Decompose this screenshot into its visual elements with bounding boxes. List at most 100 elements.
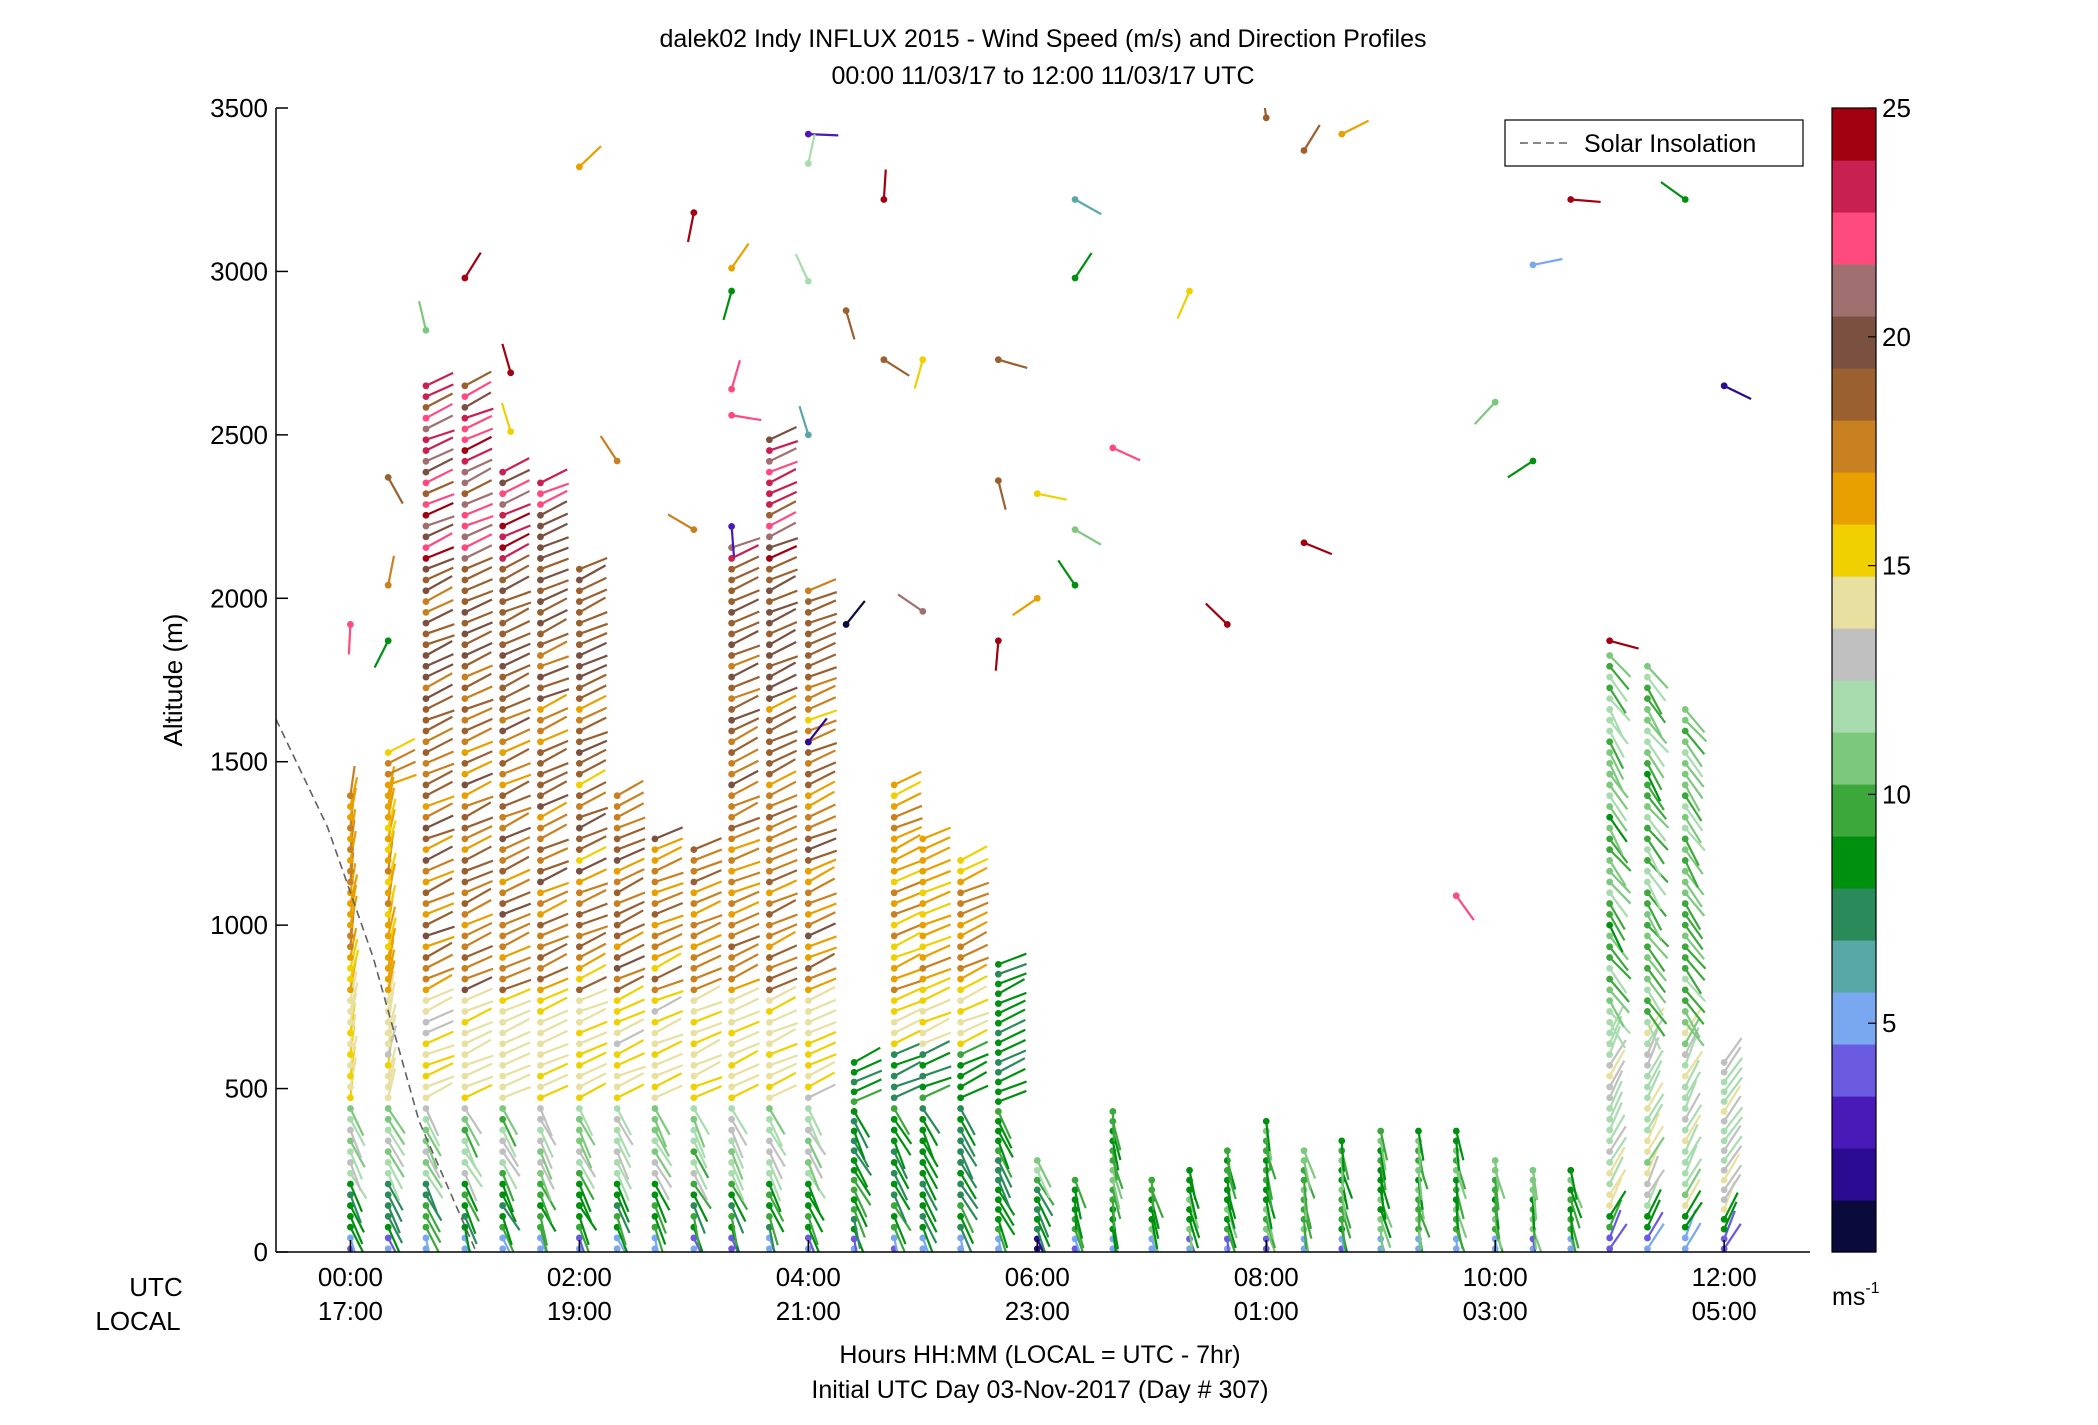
wind-point	[728, 411, 736, 419]
wind-point	[804, 608, 812, 616]
wind-point	[890, 975, 898, 983]
wind-point	[499, 1051, 507, 1058]
wind-point	[384, 1115, 392, 1123]
wind-barb	[539, 468, 568, 484]
wind-point	[765, 1148, 773, 1156]
wind-point	[422, 835, 430, 843]
wind-point	[499, 598, 507, 605]
wind-barb	[768, 1118, 784, 1147]
wind-point	[384, 792, 392, 800]
wind-point	[537, 1137, 544, 1145]
wind-barb	[347, 624, 352, 655]
wind-barb	[1302, 1150, 1317, 1179]
wind-barb	[807, 709, 838, 722]
wind-point	[499, 932, 507, 940]
wind-barb	[616, 1248, 619, 1252]
wind-point	[461, 997, 469, 1005]
wind-barb	[768, 480, 798, 495]
wind-point	[422, 867, 430, 875]
wind-barb	[501, 1118, 517, 1147]
wind-point	[347, 1126, 354, 1134]
wind-point	[1644, 975, 1651, 983]
wind-point	[1606, 1072, 1614, 1080]
wind-barb	[500, 402, 512, 432]
wind-point	[765, 630, 773, 638]
wind-barb	[693, 837, 722, 851]
wind-point	[1109, 1108, 1117, 1115]
wind-point	[804, 662, 812, 670]
wind-point	[461, 1115, 469, 1123]
wind-point	[690, 986, 698, 994]
wind-barb	[425, 1075, 455, 1088]
wind-point	[1720, 1117, 1728, 1125]
wind-point	[957, 1061, 964, 1069]
wind-barb	[1684, 913, 1704, 940]
wind-point	[994, 1108, 1002, 1115]
wind-point	[690, 1083, 698, 1091]
wind-point	[461, 436, 469, 444]
wind-point	[613, 1115, 621, 1123]
wind-barb	[464, 698, 494, 711]
wind-barb	[464, 685, 493, 700]
wind-point	[1606, 824, 1614, 832]
wind-barb	[387, 1161, 404, 1190]
wind-point	[422, 1018, 430, 1026]
wind-barb	[1684, 978, 1707, 1003]
wind-barb	[540, 632, 569, 646]
wind-barb	[540, 557, 569, 571]
wind-barb	[424, 1205, 441, 1233]
wind-barb	[616, 802, 645, 819]
wind-point	[537, 727, 544, 735]
wind-point	[1606, 1029, 1614, 1037]
wind-barb	[539, 771, 569, 786]
wind-barb	[1723, 1164, 1743, 1191]
wind-point	[575, 759, 583, 767]
wind-barb	[425, 1044, 455, 1056]
wind-point	[994, 1147, 1002, 1155]
wind-point	[537, 1212, 544, 1220]
wind-barb	[502, 457, 530, 474]
wind-barb	[654, 990, 684, 1002]
wind-point	[919, 1234, 927, 1242]
wind-barb	[616, 779, 644, 797]
wind-point	[347, 954, 354, 961]
wind-barb	[1646, 697, 1667, 724]
wind-point	[765, 684, 773, 692]
wind-point	[1681, 1029, 1689, 1037]
wind-barb	[463, 1172, 478, 1202]
wind-barb	[768, 1216, 779, 1246]
wind-point	[994, 1078, 1002, 1086]
wind-barb	[1608, 1021, 1626, 1049]
wind-barb	[349, 1151, 364, 1180]
wind-barb	[1340, 1219, 1347, 1250]
wind-point	[347, 867, 354, 875]
wind-barb	[540, 688, 570, 700]
wind-point	[384, 1245, 392, 1252]
wind-barb	[893, 859, 923, 873]
wind-barb	[807, 1041, 837, 1056]
wind-point	[575, 943, 583, 951]
wind-barb	[692, 1140, 708, 1169]
wind-point	[804, 813, 812, 821]
wind-barb	[464, 1038, 492, 1056]
wind-barb	[654, 923, 684, 937]
wind-barb	[1646, 784, 1665, 811]
wind-barb	[921, 1140, 939, 1168]
wind-point	[919, 878, 927, 886]
wind-point	[1606, 964, 1614, 972]
wind-barb	[425, 1194, 443, 1222]
wind-barb	[997, 480, 1007, 510]
wind-barb	[539, 500, 568, 517]
wind-point	[690, 1061, 698, 1069]
wind-barb	[502, 1018, 530, 1034]
wind-point	[728, 727, 736, 735]
wind-point	[384, 1029, 392, 1037]
wind-barb	[653, 1107, 671, 1136]
wind-barb	[853, 1078, 882, 1093]
wind-point	[765, 921, 773, 929]
wind-barb	[693, 944, 722, 959]
wind-point	[461, 274, 469, 282]
wind-barb	[463, 1248, 468, 1252]
wind-point	[765, 1202, 773, 1209]
wind-point	[890, 889, 898, 897]
